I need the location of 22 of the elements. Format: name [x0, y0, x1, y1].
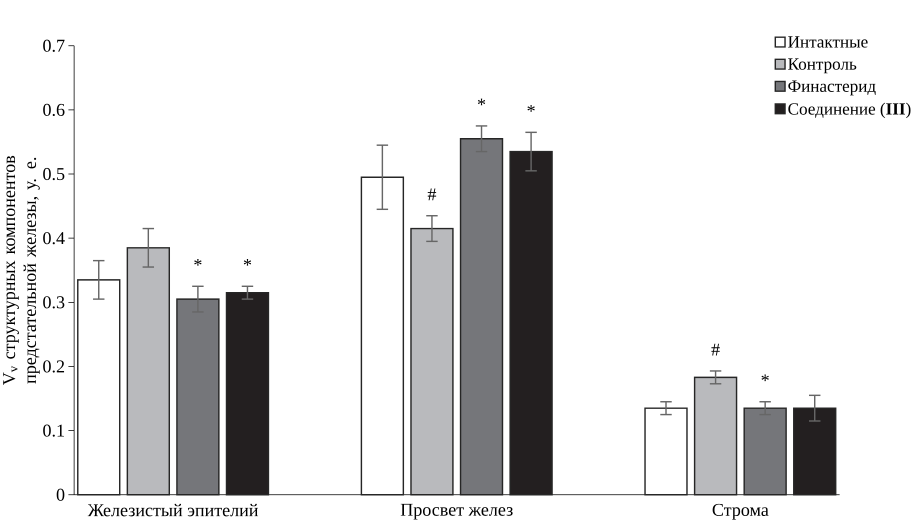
- x-tick-label: Железистый эпителий: [88, 504, 258, 516]
- x-tick-label: Просвет желез: [400, 504, 513, 520]
- data-label: #: [428, 188, 436, 200]
- legend-label: Контроль: [788, 58, 856, 74]
- data-label: *: [244, 259, 252, 266]
- legend-label: Финастерид: [788, 80, 876, 96]
- y-tick-label: 0.3: [43, 296, 64, 308]
- y-tick-label: 0.2: [43, 360, 64, 373]
- y-tick-label: 0: [56, 488, 64, 501]
- data-label: *: [194, 259, 202, 266]
- data-label: #: [711, 344, 720, 356]
- y-tick-label: 0.1: [43, 424, 64, 437]
- data-label: *: [478, 98, 486, 106]
- legend-label: Интактные: [788, 36, 868, 48]
- data-label: *: [527, 105, 535, 112]
- legend-label: Соединение (III): [788, 102, 911, 118]
- y-tick-label: 0.5: [43, 168, 64, 180]
- y-tick-label: 0.4: [43, 232, 65, 244]
- x-tick-label: Строма: [712, 504, 769, 520]
- data-label: *: [762, 374, 769, 382]
- y-tick-label: 0.6: [43, 104, 64, 116]
- y-tick-label: 0.7: [43, 40, 65, 52]
